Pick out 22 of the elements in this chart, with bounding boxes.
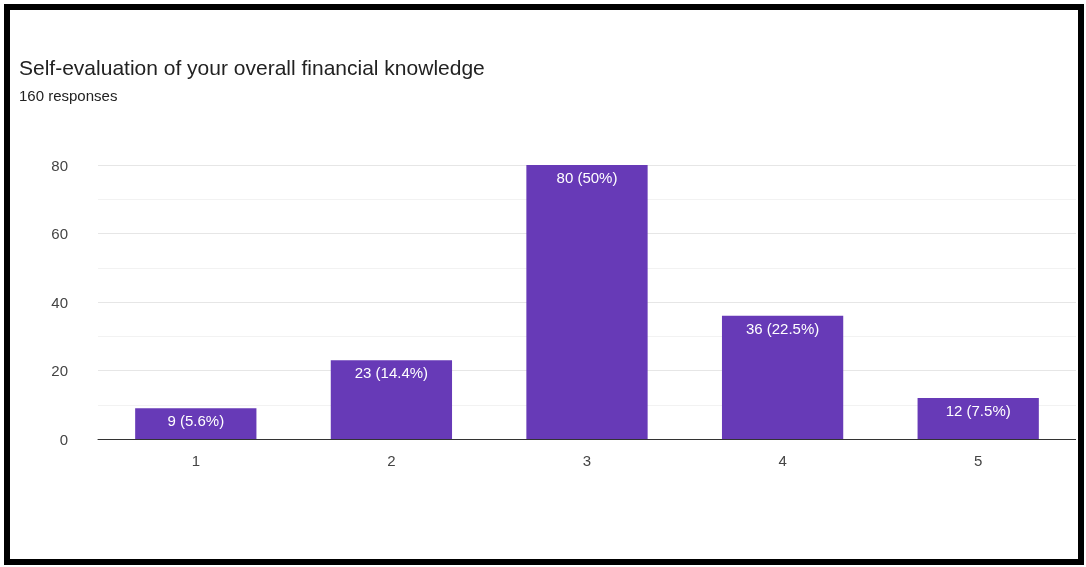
data-label: 9 (5.6%) — [167, 412, 225, 430]
y-tick-label: 20 — [51, 362, 68, 379]
data-label: 12 (7.5%) — [945, 401, 1011, 419]
y-tick-label: 80 — [51, 156, 68, 174]
data-label: 23 (14.4%) — [354, 364, 429, 382]
x-tick-label: 3 — [582, 452, 592, 469]
x-tick-label: 1 — [191, 452, 200, 469]
bar — [917, 397, 1039, 439]
bar — [135, 408, 257, 439]
bar — [330, 360, 453, 439]
y-tick-label: 60 — [51, 225, 68, 242]
y-tick-label: 0 — [59, 430, 68, 448]
x-tick-label: 2 — [387, 452, 396, 469]
chart-subtitle: 160 responses — [19, 87, 118, 104]
y-tick-label: 40 — [51, 293, 68, 311]
x-tick-label: 4 — [778, 452, 787, 469]
data-label: 80 (50%) — [556, 169, 618, 186]
data-label: 36 (22.5%) — [745, 319, 820, 337]
bar — [721, 315, 844, 439]
x-tick-label: 5 — [974, 452, 983, 469]
chart-title: Self-evaluation of your overall financial knowledge — [19, 56, 485, 79]
bar — [526, 165, 648, 439]
